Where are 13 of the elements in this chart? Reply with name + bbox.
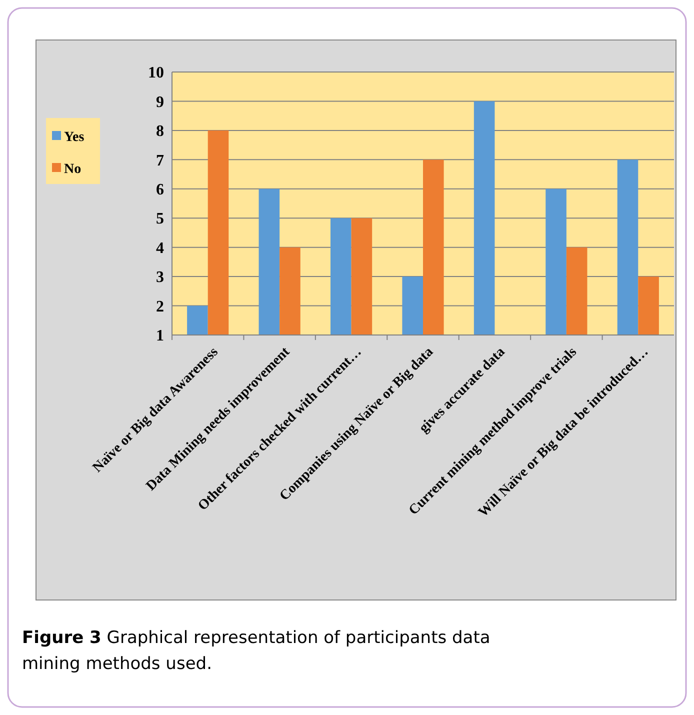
text: Figure 3 Graphical representation of participants data mining methods used. <box>22 628 490 674</box>
y-tick-label: 7 <box>156 152 164 170</box>
y-tick-label: 8 <box>156 123 164 140</box>
y-tick-label: 9 <box>156 94 164 111</box>
y-tick-label: 5 <box>156 210 164 228</box>
y-tick-label: 1 <box>156 328 164 345</box>
y-tick-label: 3 <box>156 269 164 286</box>
y-tick-label: 4 <box>156 240 164 257</box>
legend-label: No <box>64 162 82 177</box>
legend-label: Yes <box>64 130 85 145</box>
y-tick-label: 6 <box>156 181 164 198</box>
y-tick-label: 10 <box>148 64 164 82</box>
y-tick-label: 2 <box>156 298 164 316</box>
